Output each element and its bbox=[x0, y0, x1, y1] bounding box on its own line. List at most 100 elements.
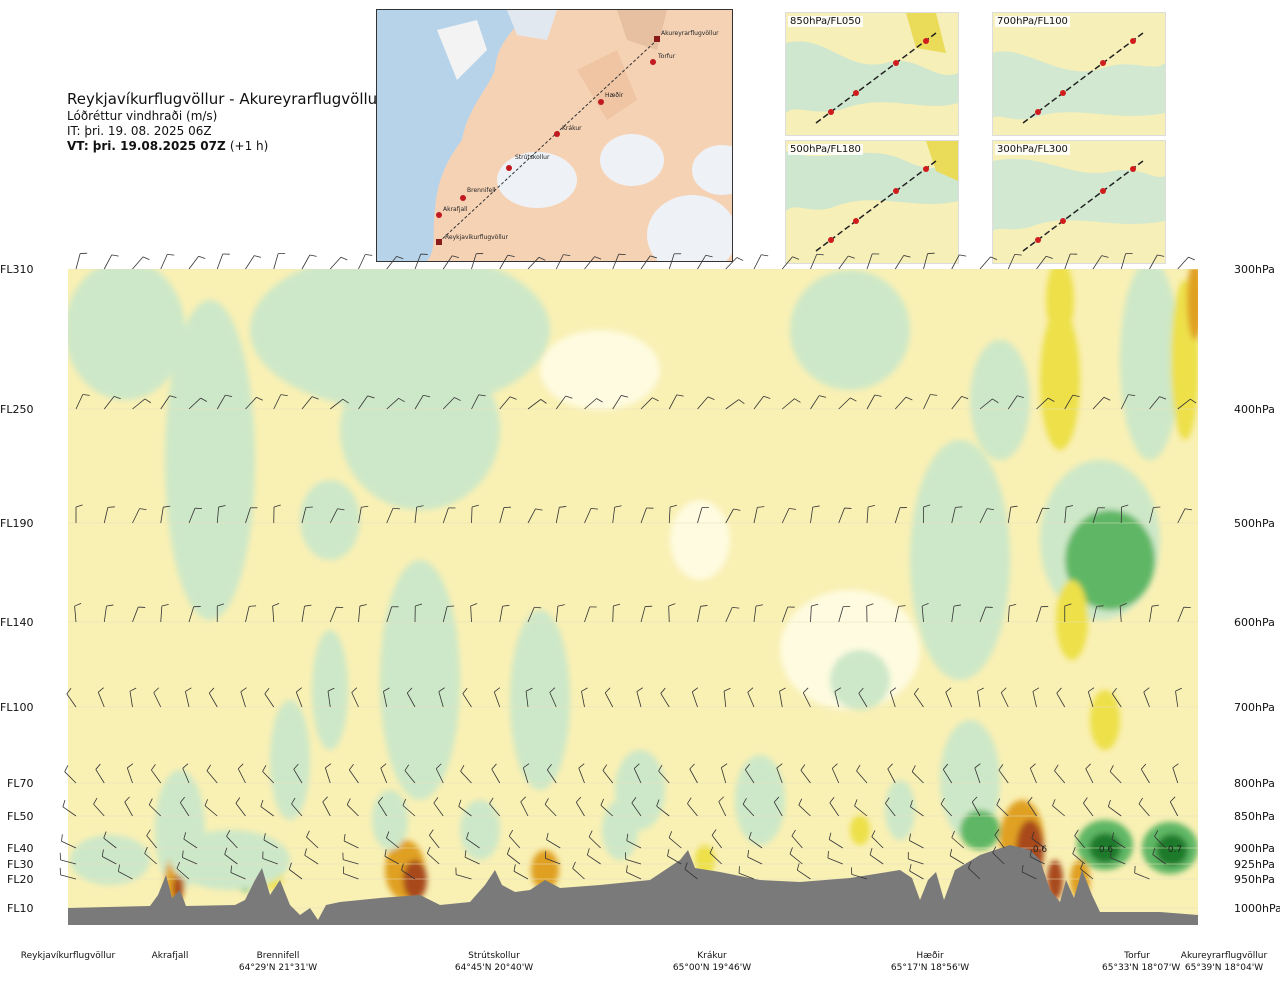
wind-barb bbox=[188, 255, 206, 270]
wind-barb bbox=[262, 851, 278, 865]
wind-barb bbox=[798, 798, 811, 817]
wind-barb bbox=[711, 829, 723, 849]
wind-barb bbox=[831, 763, 840, 784]
waypoint-label: Akrafjall bbox=[443, 206, 468, 213]
wind-barb bbox=[781, 398, 801, 410]
route-map-svg: Akureyrarflugvöllur Torfur Hæðir Krákur … bbox=[377, 10, 732, 261]
wind-barb bbox=[343, 833, 359, 849]
pressure-tick-label: 925hPa bbox=[1234, 858, 1275, 871]
station-coord: 65°17'N 18°56'W bbox=[890, 963, 970, 973]
station-name: Krákur bbox=[697, 951, 727, 961]
wind-barb bbox=[183, 832, 198, 849]
wind-barb bbox=[342, 852, 359, 865]
wind-barb bbox=[1177, 256, 1196, 270]
wind-barb bbox=[871, 830, 884, 849]
wind-barb bbox=[796, 863, 811, 880]
wind-barb bbox=[404, 764, 416, 784]
wind-barb bbox=[866, 504, 876, 524]
wind-barb bbox=[103, 604, 114, 623]
wind-barb bbox=[226, 829, 238, 849]
wind-barb bbox=[951, 830, 965, 849]
wind-barb bbox=[612, 395, 629, 410]
wind-barb bbox=[753, 604, 763, 623]
wind-barb bbox=[414, 505, 424, 524]
wind-barb bbox=[858, 687, 868, 708]
pressure-tick-label: 950hPa bbox=[1234, 873, 1275, 886]
wind-barb bbox=[834, 687, 842, 708]
velocity-patch bbox=[70, 835, 150, 885]
wind-barb bbox=[208, 687, 218, 708]
wind-barb bbox=[689, 763, 698, 784]
wind-barb bbox=[889, 687, 897, 708]
wind-barb bbox=[584, 507, 599, 524]
wind-barb bbox=[1092, 396, 1111, 410]
wind-barb bbox=[1064, 603, 1072, 622]
waypoint-marker bbox=[554, 131, 560, 137]
station-name: Torfur bbox=[1124, 951, 1150, 961]
contour-label: 0.6 bbox=[1099, 845, 1114, 855]
wind-barb bbox=[1110, 850, 1126, 865]
wind-barb bbox=[581, 687, 588, 708]
wind-barb bbox=[612, 505, 622, 524]
wind-barb bbox=[293, 763, 303, 784]
wind-barb bbox=[103, 396, 121, 410]
pressure-tick-label: 600hPa bbox=[1234, 616, 1275, 629]
wind-barb bbox=[1120, 394, 1136, 410]
wind-barb bbox=[103, 254, 119, 270]
level-map-label: 700hPa/FL100 bbox=[995, 16, 1070, 27]
wind-barb bbox=[951, 604, 961, 623]
wind-barb bbox=[854, 799, 868, 817]
wind-barb bbox=[402, 798, 416, 817]
station-label: Torfur 65°33'N 18°07'W bbox=[1102, 950, 1180, 974]
wind-barb bbox=[1111, 832, 1126, 849]
wind-barb bbox=[386, 606, 399, 623]
wind-barb bbox=[176, 861, 190, 880]
velocity-patch bbox=[940, 720, 1000, 840]
wind-barb bbox=[921, 602, 929, 623]
level-map-label: 500hPa/FL180 bbox=[788, 144, 863, 155]
level-map-300: 300hPa/FL300 bbox=[992, 140, 1166, 264]
wind-barb bbox=[406, 687, 416, 708]
wind-barb bbox=[747, 687, 755, 708]
valid-time: VT: þri. 19.08.2025 07Z bbox=[67, 139, 226, 153]
wind-barb bbox=[301, 604, 312, 623]
wind-barb bbox=[1149, 396, 1167, 410]
wind-barb bbox=[971, 796, 981, 817]
wind-barb bbox=[1083, 797, 1094, 817]
wind-barb bbox=[810, 505, 820, 524]
pressure-tick-label: 400hPa bbox=[1234, 403, 1275, 416]
wind-barb bbox=[668, 504, 677, 524]
wind-barb bbox=[994, 829, 1005, 849]
velocity-patch bbox=[1090, 690, 1120, 750]
parameter-label: Lóðréttur vindhraði (m/s) bbox=[67, 109, 218, 123]
wind-barb bbox=[329, 508, 345, 524]
wind-barb bbox=[346, 798, 359, 817]
wind-barb bbox=[744, 763, 755, 784]
wind-barb bbox=[1027, 796, 1037, 817]
level-map-700: 700hPa/FL100 bbox=[992, 12, 1166, 136]
wind-barb bbox=[75, 252, 88, 270]
station-label: Hæðir 65°17'N 18°56'W bbox=[890, 950, 970, 974]
wind-barb bbox=[64, 765, 77, 784]
route-waypoints bbox=[436, 36, 660, 245]
wind-barb bbox=[124, 796, 133, 817]
wind-barb bbox=[240, 687, 247, 708]
wind-barb bbox=[776, 763, 783, 784]
wind-barb bbox=[838, 255, 855, 270]
wind-barb bbox=[471, 394, 486, 410]
velocity-patch bbox=[1046, 269, 1074, 340]
wind-barb bbox=[658, 764, 670, 784]
wind-barb bbox=[117, 864, 133, 880]
waypoint-label: Reykjavíkurflugvöllur bbox=[445, 234, 508, 241]
wind-barb bbox=[245, 605, 257, 623]
wind-barb bbox=[182, 763, 190, 784]
wind-barb bbox=[967, 861, 981, 880]
waypoint-label: Akureyrarflugvöllur bbox=[661, 30, 719, 37]
wind-barb bbox=[348, 764, 359, 784]
wind-barb bbox=[940, 797, 953, 817]
wind-barb bbox=[612, 603, 621, 623]
level-map-graphic bbox=[993, 141, 1165, 263]
wind-barb bbox=[245, 507, 258, 524]
wind-barb bbox=[442, 507, 456, 524]
